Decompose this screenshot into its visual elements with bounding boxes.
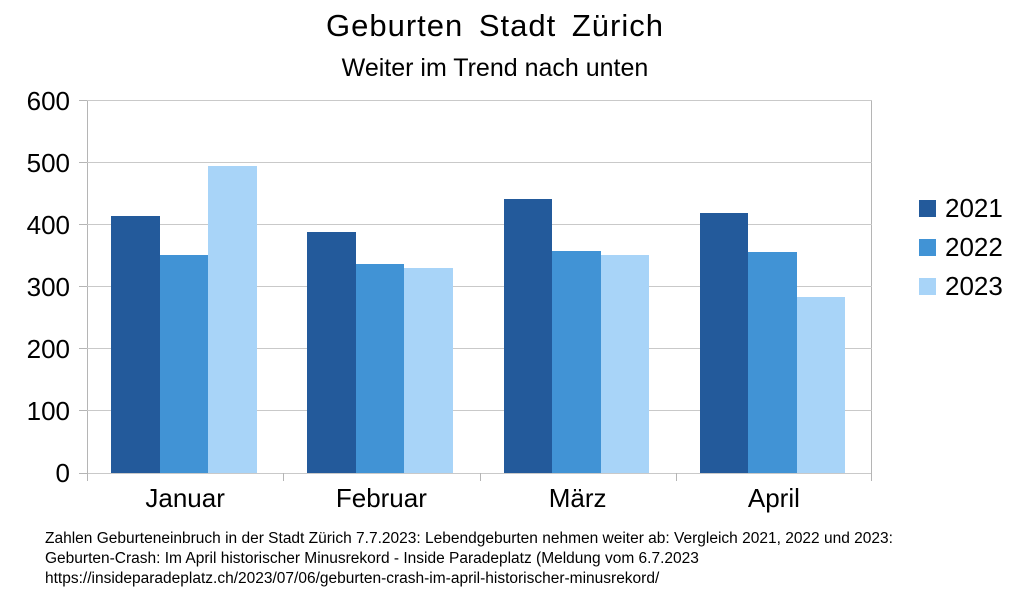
gridline-200 (87, 348, 872, 349)
y-axis-label-500: 500 (26, 148, 70, 178)
legend-label-2021: 2021 (945, 193, 1003, 223)
y-axis-label-600: 600 (26, 86, 70, 116)
chart-title: Geburten Stadt Zürich (326, 8, 664, 43)
x-axis-label-januar: Januar (145, 483, 225, 513)
legend-label-2023: 2023 (945, 271, 1003, 301)
x-tick-4 (871, 473, 872, 481)
x-axis-label-april: April (747, 483, 800, 513)
bar-2023-märz (600, 254, 649, 473)
legend: 2021 2022 2023 (919, 195, 1003, 312)
gridline-400 (87, 224, 872, 225)
bar-2022-april (748, 251, 797, 473)
legend-swatch-2023 (919, 277, 936, 295)
y-axis-label-300: 300 (26, 272, 70, 302)
legend-label-2022: 2022 (945, 232, 1003, 262)
y-axis-label-0: 0 (55, 458, 70, 488)
legend-item-2023: 2023 (919, 273, 1003, 299)
y-axis-line (87, 101, 88, 473)
x-axis-label-märz: März (548, 483, 607, 513)
y-tick-0 (79, 473, 87, 474)
legend-item-2021: 2021 (919, 195, 1003, 221)
y-tick-300 (79, 286, 87, 287)
bar-2021-februar (307, 232, 356, 473)
x-tick-3 (675, 473, 677, 481)
bar-2023-april (796, 296, 846, 473)
bar-2021-januar (111, 216, 160, 473)
caption-line-2: Geburten-Crash: Im April historischer Mi… (45, 550, 699, 567)
bar-2022-märz (552, 251, 601, 473)
y-tick-200 (79, 348, 87, 349)
bar-2021-märz (503, 198, 552, 473)
caption-url: https://insideparadeplatz.ch/2023/07/06/… (45, 570, 660, 587)
y-axis-labels: 0 100 200 300 400 500 600 (0, 87, 70, 487)
gridline-500 (87, 162, 872, 163)
y-tick-600 (79, 100, 87, 101)
y-tick-500 (79, 162, 87, 163)
legend-swatch-2022 (919, 238, 936, 256)
x-tick-0 (87, 473, 88, 481)
gridline-600 (87, 100, 872, 101)
x-tick-2 (479, 473, 481, 481)
bar-2022-februar (355, 264, 405, 473)
y-axis-label-100: 100 (26, 396, 70, 426)
source-caption: Zahlen Geburteneinbruch in der Stadt Zür… (45, 529, 1005, 589)
legend-swatch-2021 (919, 199, 936, 217)
x-axis-label-februar: Februar (335, 483, 427, 513)
y-tick-100 (79, 410, 87, 411)
gridline-300 (87, 286, 872, 287)
plot-right-border (871, 101, 872, 473)
legend-item-2022: 2022 (919, 234, 1003, 260)
plot-area (79, 100, 872, 481)
gridline-100 (87, 410, 872, 411)
caption-line-1: Zahlen Geburteneinbruch in der Stadt Zür… (45, 530, 893, 547)
x-tick-1 (283, 473, 285, 481)
bar-2023-januar (208, 166, 257, 473)
x-axis-labels: Januar Februar März April (87, 483, 872, 515)
chart-subtitle: Weiter im Trend nach unten (341, 54, 649, 82)
y-tick-400 (79, 224, 87, 225)
y-axis-label-400: 400 (26, 210, 70, 240)
bar-2022-januar (159, 255, 208, 473)
bar-2023-februar (404, 267, 453, 473)
y-axis-label-200: 200 (26, 334, 70, 364)
bar-2021-april (699, 213, 749, 473)
